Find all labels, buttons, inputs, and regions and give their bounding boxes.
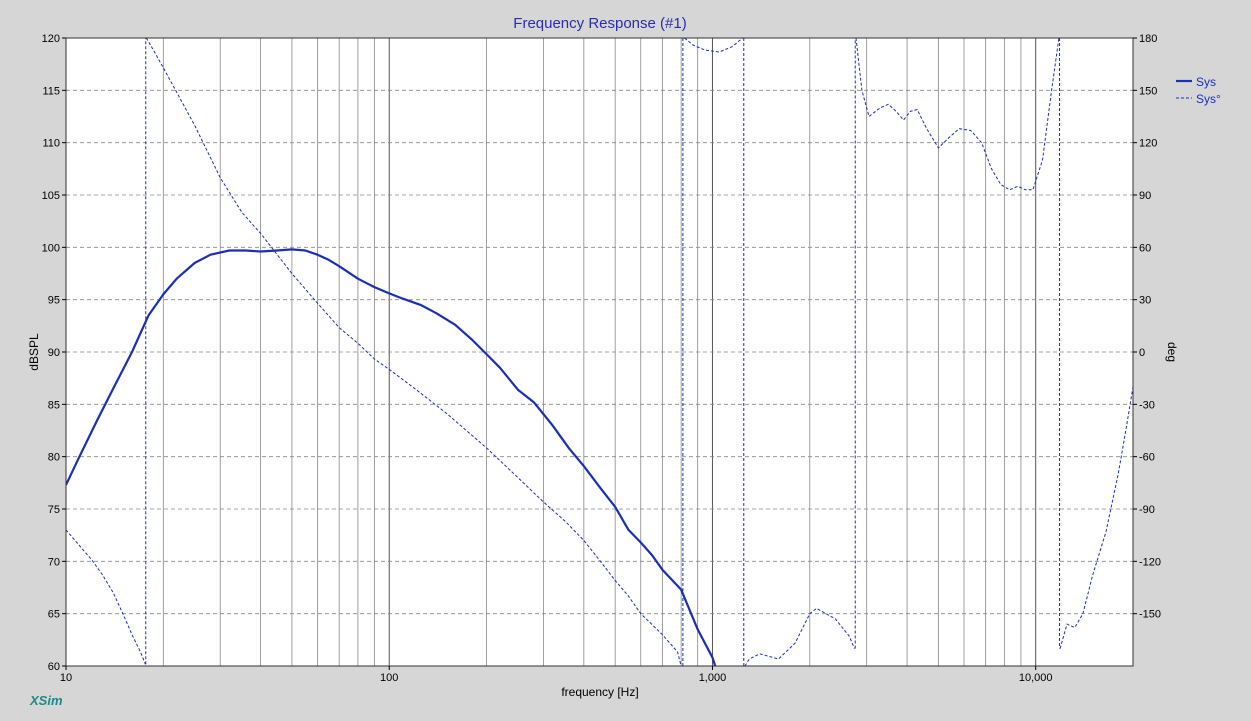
series-sys-spl-line <box>66 248 717 666</box>
xsim-logo: XSim <box>29 693 63 708</box>
y-tick-label: 80 <box>48 452 60 464</box>
y-tick-label: 85 <box>48 399 60 411</box>
y-tick-label: 75 <box>48 504 60 516</box>
y2-tick-label: 30 <box>1139 295 1151 307</box>
y-axis-label: dBSPL <box>27 333 41 371</box>
y-tick-label: 65 <box>48 609 60 621</box>
legend-label-sys-phase: Sys° <box>1196 92 1221 106</box>
y-tick-label: 60 <box>48 661 60 673</box>
y2-tick-label: 90 <box>1139 190 1151 202</box>
y2-tick-label: 60 <box>1139 242 1151 254</box>
series-sys-phase-line-2 <box>684 38 744 53</box>
series-sys-phase-line-0 <box>66 529 146 665</box>
y-tick-label: 110 <box>42 138 60 150</box>
y2-tick-label: 120 <box>1139 138 1157 150</box>
x-tick-label: 1,000 <box>699 672 727 684</box>
x-tick-label: 10 <box>60 672 72 684</box>
y2-tick-label: -60 <box>1139 452 1155 464</box>
legend: Sys Sys° <box>1176 75 1221 106</box>
y2-tick-label: -120 <box>1139 556 1161 568</box>
y2-axis-label: deg <box>1165 342 1179 362</box>
y2-tick-label: 180 <box>1139 33 1157 45</box>
x-tick-label: 100 <box>380 672 398 684</box>
series-sys-phase-line-3 <box>744 607 855 666</box>
x-tick-label: 10,000 <box>1019 672 1053 684</box>
y2-tick-label: 0 <box>1139 347 1145 359</box>
y2-tick-label: -30 <box>1139 399 1155 411</box>
y-tick-label: 90 <box>48 347 60 359</box>
y-tick-label: 100 <box>42 242 60 254</box>
x-axis-label: frequency [Hz] <box>561 685 638 699</box>
y2-tick-label: 150 <box>1139 85 1157 97</box>
y-tick-label: 95 <box>48 295 60 307</box>
series-sys-phase-line-4 <box>855 38 1060 191</box>
legend-label-sys: Sys <box>1196 75 1216 89</box>
chart-title: Frequency Response (#1) <box>513 15 686 32</box>
y2-tick-label: -90 <box>1139 504 1155 516</box>
y-tick-label: 70 <box>48 556 60 568</box>
y-tick-label: 105 <box>42 190 60 202</box>
x-axis-ticks: 10 100 1,000 10,000 <box>60 666 1053 684</box>
y-tick-label: 115 <box>42 85 60 97</box>
series-layer <box>66 38 1133 666</box>
y2-tick-label: -150 <box>1139 609 1161 621</box>
y-axis-ticks: 60 65 70 75 80 85 90 95 100 105 110 115 120 <box>42 33 66 673</box>
series-sys-phase-line-5 <box>1059 384 1133 649</box>
grid <box>66 38 1134 666</box>
series-sys-phase-line-1 <box>145 38 682 666</box>
y-tick-label: 120 <box>42 33 60 45</box>
y2-axis-ticks: -150 -120 -90 -60 -30 0 30 60 90 120 150 180 <box>1133 33 1161 621</box>
